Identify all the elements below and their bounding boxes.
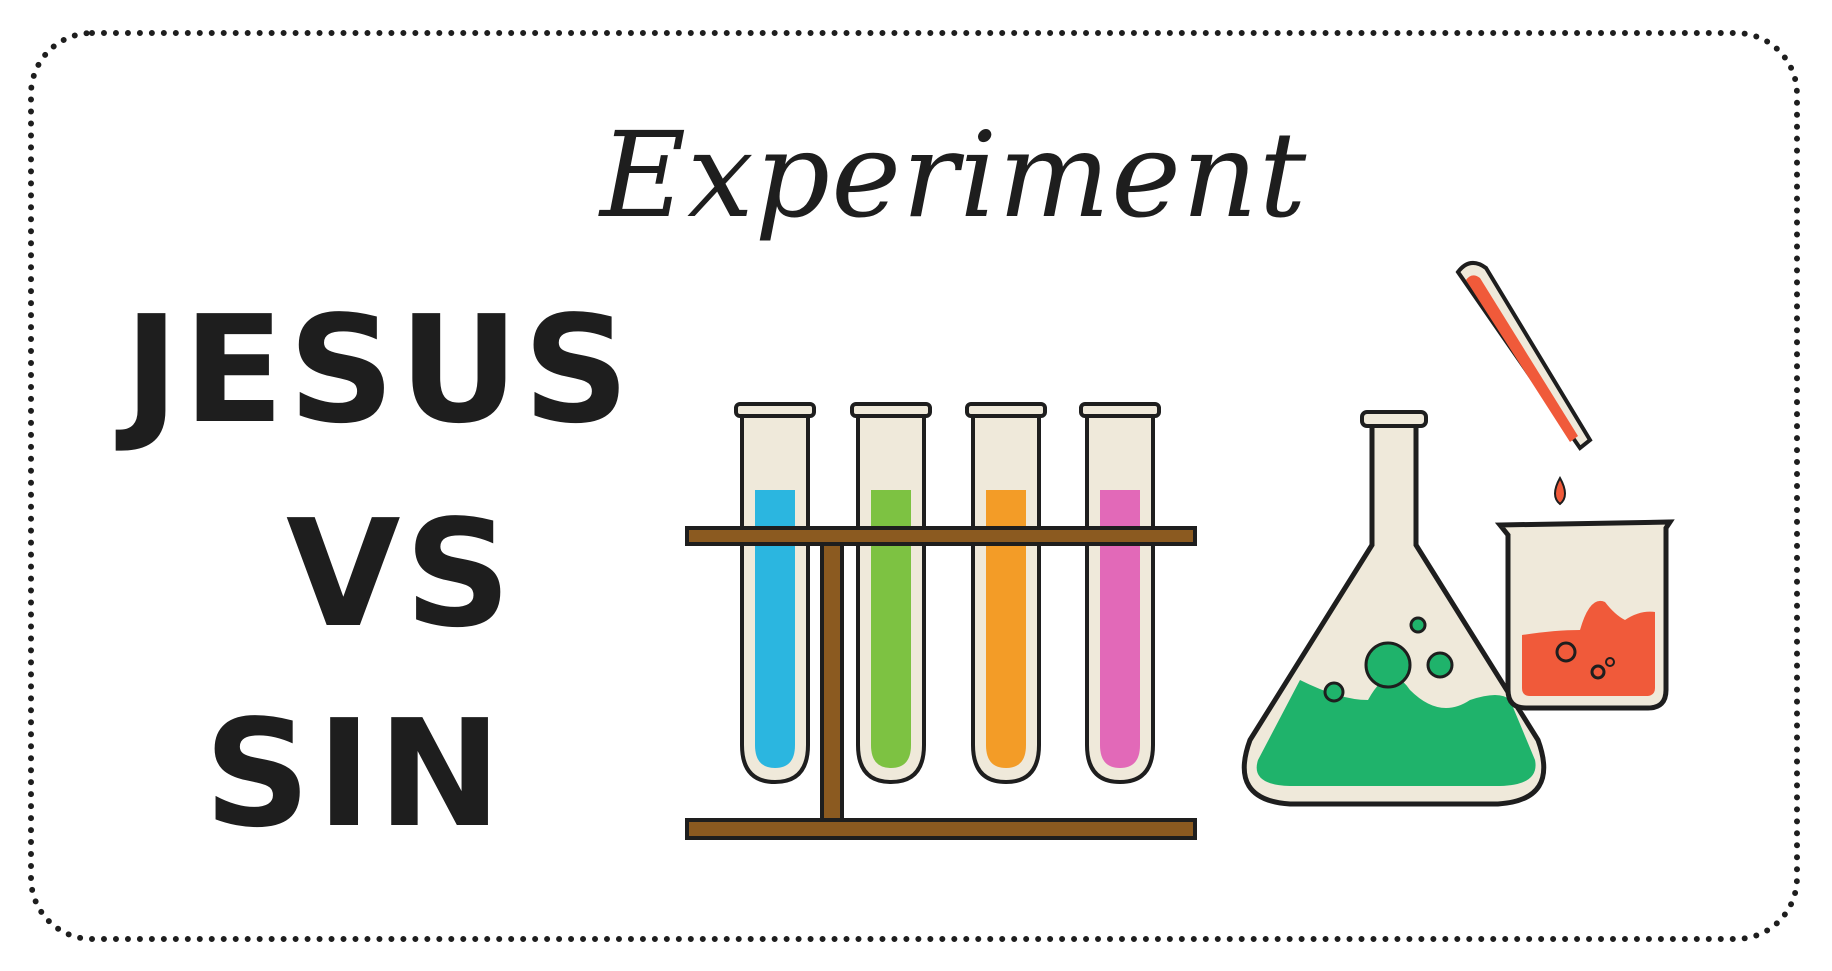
drop-icon [1554, 475, 1566, 506]
rack-post [820, 538, 844, 822]
test-tube-rack-icon [685, 538, 1197, 840]
jesus-text: JESUS [124, 284, 634, 456]
rack-top-bar [685, 526, 1197, 546]
rack-base [685, 818, 1197, 840]
test-tube-orange-icon [965, 402, 1047, 785]
dotted-border [28, 30, 1800, 942]
test-tube-green-icon [850, 402, 932, 785]
sin-text: SIN [204, 688, 508, 860]
vs-text: VS [286, 488, 516, 660]
test-tube-pink-icon [1079, 402, 1161, 785]
test-tubes [734, 402, 1161, 785]
test-tube-blue-icon [734, 402, 816, 785]
beaker-icon [1494, 519, 1675, 711]
title-text: Experiment [600, 106, 1308, 244]
flask-icon [1241, 410, 1547, 807]
pipette-icon [1455, 260, 1593, 506]
